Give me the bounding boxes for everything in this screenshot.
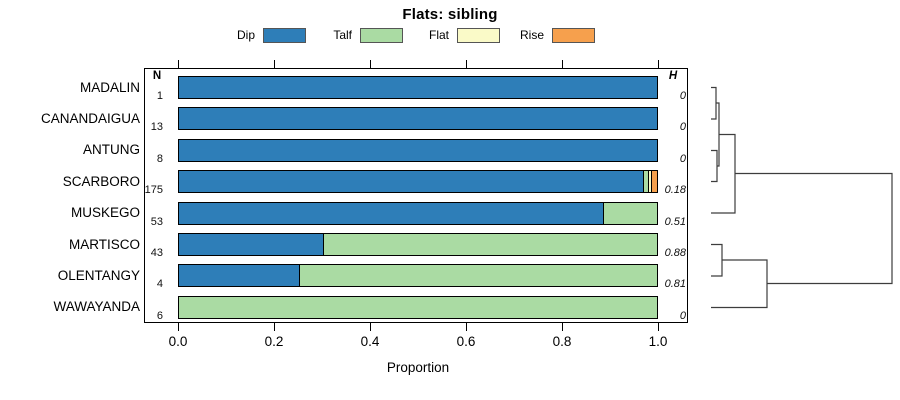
axis-tick <box>274 60 275 68</box>
legend-swatch-flat <box>457 27 500 43</box>
legend-label: Flat <box>428 28 449 42</box>
stacked-bar-canandaigua <box>178 107 658 131</box>
bar-segment-flat <box>648 171 652 193</box>
axis-tick-label: 0.8 <box>552 334 572 349</box>
stacked-bar-scarboro <box>178 170 658 194</box>
dendrogram-branch <box>711 243 723 277</box>
row-label-antung: ANTUNG <box>83 142 140 158</box>
legend-item-talf: Talf <box>290 26 403 44</box>
axis-tick-label: 1.0 <box>648 334 668 349</box>
bar-segment-talf <box>602 202 657 224</box>
legend-item-rise: Rise <box>482 26 595 44</box>
bar-segment-talf <box>323 234 657 255</box>
row-label-wawayanda: WAWAYANDA <box>53 299 141 315</box>
axis-tick <box>658 60 659 68</box>
bar-segment-dip <box>179 171 644 193</box>
n-value: 4 <box>156 278 163 291</box>
chart-title: Flats: sibling <box>402 6 498 23</box>
dendrogram-branch <box>711 86 717 120</box>
h-value: 0.81 <box>664 278 686 291</box>
stacked-bar-wawayanda <box>178 295 658 319</box>
bar-segment-talf <box>643 171 649 193</box>
stacked-bar-antung <box>178 138 658 162</box>
legend-swatch-rise <box>552 27 595 43</box>
row-label-canandaigua: CANANDAIGUA <box>40 110 140 126</box>
legend-swatch-talf <box>360 27 403 43</box>
h-value: 0.51 <box>664 215 686 228</box>
row-label-madalin: MADALIN <box>79 79 140 95</box>
stacked-bar-madalin <box>178 76 658 99</box>
h-value: 0 <box>679 90 686 102</box>
dendrogram-branch <box>711 259 768 309</box>
h-value: 0.88 <box>664 247 686 259</box>
row-label-martisco: MARTISCO <box>68 236 140 252</box>
n-value: 13 <box>150 121 163 134</box>
n-value: 53 <box>150 215 163 228</box>
bar-segment-dip <box>179 265 299 287</box>
axis-tick <box>370 60 371 68</box>
axis-tick-label: 0.0 <box>168 334 188 349</box>
dendrogram-branch <box>711 149 718 183</box>
axis-tick <box>178 323 179 331</box>
dendrogram-branch <box>711 133 736 214</box>
h-value: 0 <box>679 309 686 322</box>
axis-tick <box>562 323 563 331</box>
h-value: 0.18 <box>664 184 686 197</box>
legend-item-dip: Dip <box>193 26 306 44</box>
axis-tick-label: 0.4 <box>360 334 380 349</box>
legend-label: Talf <box>333 28 352 42</box>
axis-tick <box>274 323 275 331</box>
n-value: 8 <box>156 152 163 165</box>
stacked-bar-olentangy <box>178 264 658 288</box>
axis-tick <box>658 323 659 331</box>
axis-tick <box>466 323 467 331</box>
axis-tick <box>466 60 467 68</box>
row-label-muskego: MUSKEGO <box>70 205 140 221</box>
h-value: 0 <box>679 121 686 134</box>
dendrogram-branch <box>735 172 893 285</box>
bar-segment-dip <box>179 77 657 98</box>
axis-tick <box>178 60 179 68</box>
h-value: 0 <box>679 152 686 165</box>
bar-segment-talf <box>298 265 657 287</box>
bar-segment-dip <box>179 234 324 255</box>
legend-label: Dip <box>236 28 255 42</box>
row-label-scarboro: SCARBORO <box>62 173 140 189</box>
dendrogram <box>711 86 893 309</box>
axis-tick <box>562 60 563 68</box>
bar-segment-dip <box>179 108 657 130</box>
legend-item-flat: Flat <box>387 26 500 44</box>
plot-frame <box>144 68 688 323</box>
n-value: 1 <box>156 90 163 102</box>
bar-segment-rise <box>651 171 657 193</box>
stacked-bar-muskego <box>178 201 658 225</box>
bar-segment-dip <box>179 139 657 161</box>
n-value: 6 <box>156 309 163 322</box>
legend-swatch-dip <box>263 27 306 43</box>
axis-tick-label: 0.2 <box>264 334 284 349</box>
n-value: 175 <box>144 184 163 197</box>
x-axis-title: Proportion <box>386 360 450 375</box>
stacked-bar-martisco <box>178 233 658 256</box>
legend-label: Rise <box>519 28 544 42</box>
row-label-olentangy: OLENTANGY <box>57 267 140 283</box>
n-column-header: N <box>152 70 162 82</box>
bar-segment-dip <box>179 202 603 224</box>
h-column-header: H <box>668 70 678 82</box>
axis-tick <box>370 323 371 331</box>
n-value: 43 <box>150 247 163 259</box>
bar-segment-talf <box>179 296 657 318</box>
axis-tick-label: 0.6 <box>456 334 476 349</box>
